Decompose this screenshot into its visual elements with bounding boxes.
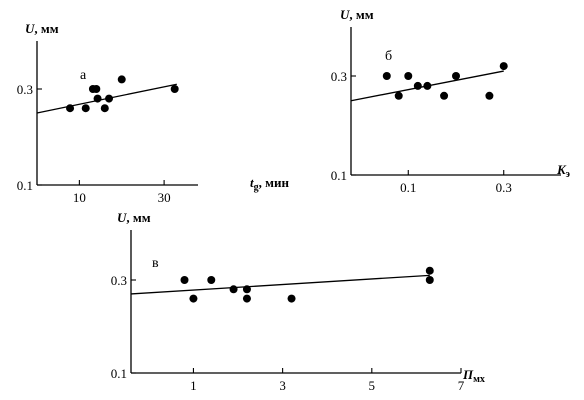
data-point <box>287 294 296 303</box>
y-axis-label: U, мм <box>25 21 59 36</box>
data-point <box>92 85 101 93</box>
data-point <box>117 75 126 84</box>
x-tick-label: 30 <box>158 190 171 205</box>
chart-panel-a: 0.1 0.3 10 30 U, мм tg, мин а <box>17 21 290 205</box>
data-point <box>499 62 508 71</box>
data-point <box>404 72 413 80</box>
data-point <box>452 72 460 80</box>
data-point <box>170 85 179 93</box>
data-point <box>100 104 109 113</box>
data-point <box>425 266 434 275</box>
x-tick-label: 3 <box>279 378 286 393</box>
data-point <box>413 81 422 90</box>
data-point <box>93 94 102 103</box>
data-point <box>423 81 432 90</box>
panel-label: в <box>152 256 159 271</box>
chart-panel-v: 0.1 0.3 1 3 5 7 U, мм Пмх в <box>111 210 485 393</box>
y-tick-label: 0.1 <box>17 178 33 193</box>
panel-label: б <box>385 49 392 64</box>
y-tick-label: 0.1 <box>331 168 347 183</box>
trend-line <box>130 274 430 295</box>
data-point <box>105 94 114 103</box>
y-tick-label: 0.3 <box>331 69 347 84</box>
x-tick-label: 0.1 <box>400 180 416 195</box>
chart-panel-b: 0.1 0.3 0.1 0.3 U, мм Kэ б <box>331 7 570 195</box>
data-point <box>242 294 251 303</box>
data-point <box>440 91 449 100</box>
data-point <box>189 294 198 303</box>
data-point <box>242 285 251 294</box>
x-tick-label: 1 <box>190 378 197 393</box>
data-point <box>382 72 391 80</box>
data-point <box>229 285 238 294</box>
y-axis-label: U, мм <box>117 210 151 225</box>
x-tick-label: 7 <box>458 378 465 393</box>
x-tick-label: 0.3 <box>496 180 512 195</box>
data-point <box>81 104 90 113</box>
x-tick-label: 5 <box>369 378 376 393</box>
data-point <box>394 91 403 100</box>
y-tick-label: 0.1 <box>111 366 127 381</box>
x-tick-label: 10 <box>73 190 86 205</box>
y-axis-label: U, мм <box>340 7 374 22</box>
data-point <box>66 104 75 113</box>
y-tick-label: 0.3 <box>17 82 33 97</box>
x-axis-label: Пмх <box>462 367 485 385</box>
data-point <box>485 91 494 100</box>
data-point <box>207 276 216 284</box>
data-point <box>180 276 189 284</box>
data-point <box>425 276 434 284</box>
panel-label: а <box>80 68 87 83</box>
x-axis-label: Kэ <box>556 162 570 180</box>
x-axis-label: tg, мин <box>250 175 289 193</box>
y-tick-label: 0.3 <box>111 273 127 288</box>
